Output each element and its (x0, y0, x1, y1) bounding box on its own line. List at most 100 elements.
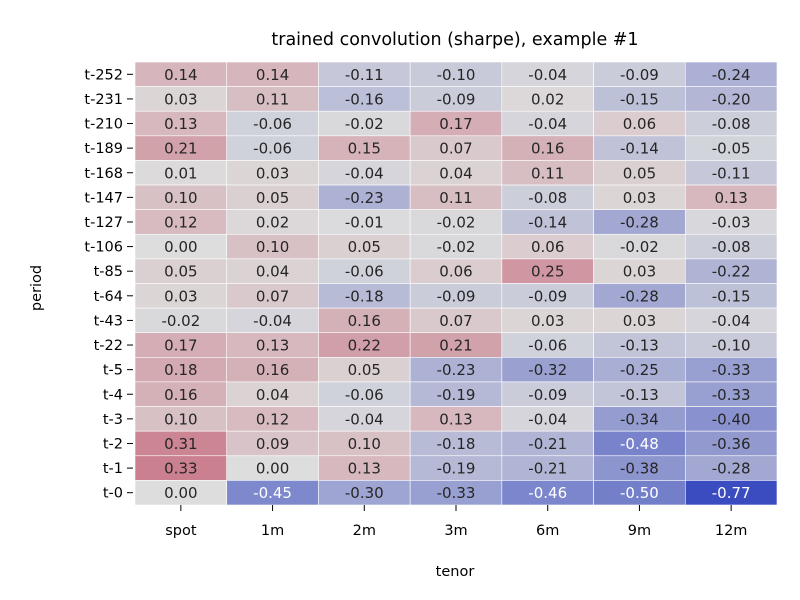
y-tick-label: t-231 (84, 92, 123, 108)
y-tick-label: t-64 (94, 289, 123, 305)
cell-value-label: 0.07 (256, 287, 289, 305)
heatmap-cell (226, 406, 319, 432)
heatmap-cell (134, 61, 228, 87)
cell-value-label: -0.10 (712, 337, 751, 355)
cell-value-label: -0.02 (345, 115, 384, 133)
cell-value-label: -0.04 (345, 410, 384, 428)
heatmap-cell (409, 233, 503, 260)
cell-value-label: -0.36 (712, 435, 751, 453)
heatmap-cell (318, 430, 411, 457)
heatmap-cell (134, 184, 228, 210)
cell-value-label: 0.11 (439, 189, 472, 207)
heatmap-cell (409, 307, 503, 334)
cell-value-label: 0.05 (164, 263, 197, 281)
heatmap-cell (409, 283, 503, 309)
heatmap-cell (501, 406, 594, 432)
heatmap-cell (409, 184, 503, 210)
heatmap-cell (134, 455, 228, 481)
y-tick-label: t-1 (103, 461, 123, 477)
heatmap-cell (409, 209, 503, 235)
heatmap-cell (684, 184, 778, 210)
y-tick-label: t-189 (84, 141, 123, 157)
heatmap-cell (318, 209, 411, 235)
heatmap-cell (318, 455, 411, 481)
heatmap-cell (134, 135, 228, 161)
heatmap-cell (684, 209, 778, 235)
heatmap-cells: 0.14 0.14 -0.11 -0.10 -0.04 -0.09 -0.24 0.03 0.1… (134, 61, 778, 506)
cell-value-label: -0.23 (437, 361, 476, 379)
cell-value-label: 0.13 (714, 189, 747, 207)
heatmap-cell (226, 110, 319, 137)
heatmap-cell (593, 455, 686, 481)
heatmap-cell (501, 480, 594, 506)
heatmap-cell (409, 110, 503, 137)
heatmap-cell (684, 455, 778, 481)
cell-value-label: -0.09 (528, 386, 567, 404)
cell-value-label: -0.14 (620, 140, 659, 158)
heatmap-cell (409, 332, 503, 358)
cell-value-label: 0.12 (256, 410, 289, 428)
cell-value-label: 0.06 (439, 263, 472, 281)
x-tick-label: 3m (444, 523, 467, 539)
cell-value-label: 0.03 (164, 90, 197, 108)
heatmap-cell (501, 332, 594, 358)
heatmap-cell (593, 332, 686, 358)
cell-value-label: -0.30 (345, 484, 384, 502)
heatmap-cell (134, 381, 228, 407)
cell-value-label: -0.14 (528, 213, 567, 231)
cell-value-label: 0.03 (256, 164, 289, 182)
cell-value-label: -0.19 (437, 460, 476, 478)
heatmap-cell (501, 209, 594, 235)
heatmap-cell (226, 135, 319, 161)
heatmap-cell (226, 332, 319, 358)
cell-value-label: -0.08 (528, 189, 567, 207)
cell-value-label: 0.00 (164, 484, 197, 502)
cell-value-label: -0.19 (437, 386, 476, 404)
cell-value-label: -0.09 (437, 287, 476, 305)
y-tick-label: t-147 (84, 190, 123, 206)
y-tick-label: t-3 (103, 412, 123, 428)
cell-value-label: 0.25 (531, 263, 564, 281)
cell-value-label: 0.16 (531, 140, 564, 158)
cell-value-label: -0.77 (712, 484, 751, 502)
cell-value-label: 0.05 (256, 189, 289, 207)
y-axis-ticks: t-252 t-231 t-210 t-189 t-168 t-147 t-127 t-106… (84, 67, 133, 502)
cell-value-label: 0.13 (256, 337, 289, 355)
heatmap-cell (318, 357, 411, 383)
heatmap-cell (134, 209, 228, 235)
cell-value-label: -0.40 (712, 410, 751, 428)
heatmap-cell (684, 283, 778, 309)
cell-value-label: -0.04 (528, 410, 567, 428)
heatmap-cell (226, 233, 319, 260)
cell-value-label: -0.33 (712, 386, 751, 404)
cell-value-label: 0.03 (623, 189, 656, 207)
cell-value-label: -0.50 (620, 484, 659, 502)
heatmap-cell (593, 283, 686, 309)
heatmap-cell (593, 135, 686, 161)
chart-title: trained convolution (sharpe), example #1 (271, 30, 638, 50)
heatmap-cell (318, 283, 411, 309)
cell-value-label: -0.15 (620, 90, 659, 108)
cell-value-label: -0.06 (345, 263, 384, 281)
cell-value-label: 0.10 (164, 410, 197, 428)
heatmap-cell (134, 283, 228, 309)
cell-value-label: 0.11 (256, 90, 289, 108)
heatmap-cell (501, 86, 594, 112)
heatmap-cell (684, 86, 778, 112)
cell-value-label: -0.13 (620, 337, 659, 355)
heatmap-cell (134, 406, 228, 432)
cell-value-label: -0.05 (712, 140, 751, 158)
heatmap-cell (134, 357, 228, 383)
heatmap-cell (684, 480, 778, 506)
y-tick-label: t-85 (94, 264, 123, 280)
heatmap-cell (409, 357, 503, 383)
cell-value-label: 0.13 (164, 115, 197, 133)
cell-value-label: -0.18 (345, 287, 384, 305)
heatmap-cell (134, 86, 228, 112)
heatmap-cell (501, 258, 594, 284)
cell-value-label: -0.15 (712, 287, 751, 305)
heatmap-cell (409, 480, 503, 506)
y-tick-label: t-2 (103, 436, 123, 452)
heatmap-cell (684, 110, 778, 137)
